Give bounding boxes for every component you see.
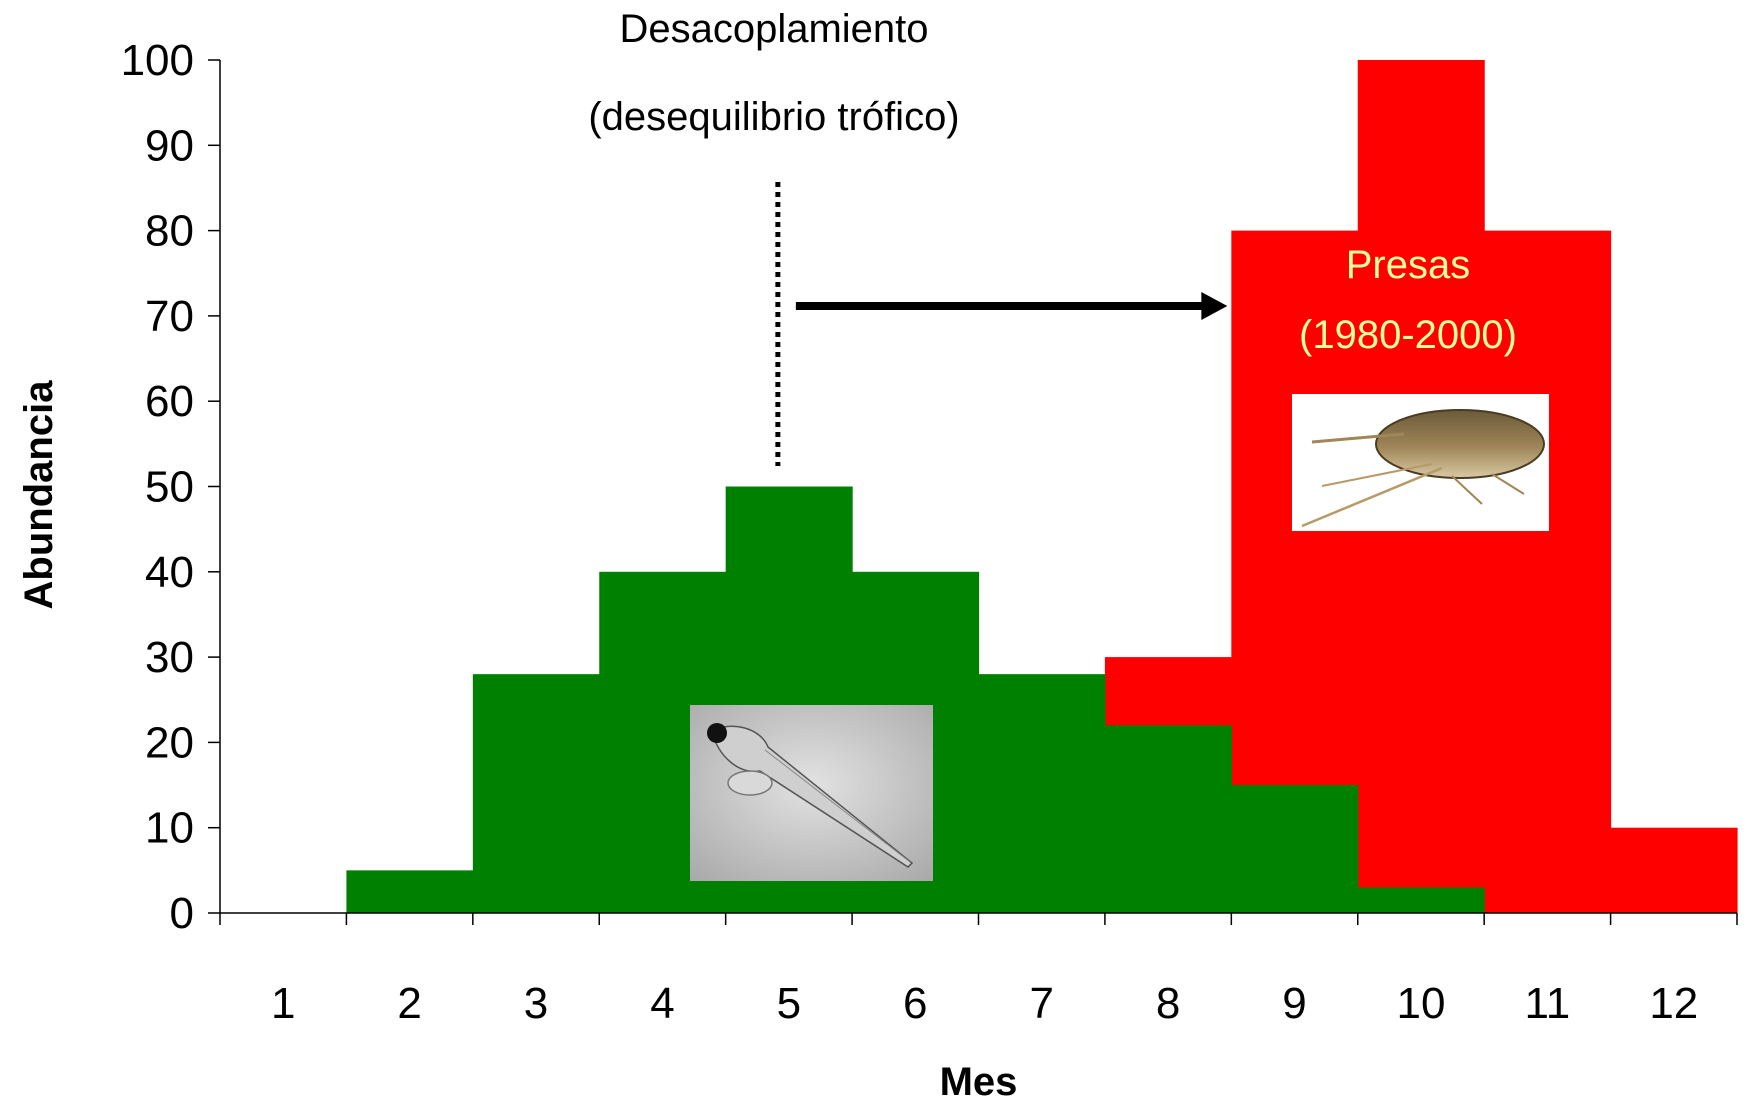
bar-series2-month-8	[1104, 725, 1232, 913]
decoupling-label-line2: (desequilibrio trófico)	[588, 95, 959, 139]
decoupling-label-line1: Desacoplamiento	[619, 7, 928, 51]
shift-arrow-head	[1201, 292, 1228, 320]
bar-series1-month-12	[1610, 827, 1738, 913]
x-axis-title: Mes	[940, 1060, 1018, 1104]
x-tick-label: 10	[1396, 979, 1445, 1028]
bar-series2-month-2	[346, 870, 474, 913]
copepod-photo	[1292, 394, 1549, 531]
prey-label-line1: Presas	[1346, 243, 1471, 287]
y-tick-label: 20	[145, 718, 194, 767]
y-tick-label: 30	[145, 633, 194, 682]
y-tick-label: 60	[145, 377, 194, 426]
y-tick-label: 70	[145, 292, 194, 341]
y-tick-label: 10	[145, 804, 194, 853]
y-tick-label: 100	[121, 36, 194, 85]
x-tick-label: 6	[903, 979, 927, 1028]
x-tick-label: 1	[271, 979, 295, 1028]
fish-larva-photo	[690, 705, 933, 881]
y-tick-label: 90	[145, 121, 194, 170]
annotations: Desacoplamiento (desequilibrio trófico) Pr…	[588, 7, 1517, 466]
x-tick-label: 11	[1525, 979, 1571, 1028]
prey-label-line2: (1980-2000)	[1299, 313, 1517, 357]
x-tick-label: 5	[777, 979, 801, 1028]
x-tick-label: 4	[650, 979, 674, 1028]
bar-series2-month-3	[472, 674, 600, 913]
bar-series2-month-7	[978, 674, 1106, 913]
y-tick-label: 80	[145, 207, 194, 256]
x-tick-label: 2	[397, 979, 421, 1028]
y-tick-label: 40	[145, 548, 194, 597]
bar-series1-month-11	[1484, 230, 1612, 914]
y-tick-label: 0	[170, 889, 194, 938]
x-tick-label: 8	[1156, 979, 1180, 1028]
y-axis-title: Abundancia	[17, 380, 61, 610]
bar-series2-month-10	[1357, 887, 1485, 913]
x-tick-label: 3	[524, 979, 548, 1028]
x-tick-label: 9	[1282, 979, 1306, 1028]
x-tick-label: 7	[1029, 979, 1053, 1028]
x-tick-label: 12	[1649, 979, 1698, 1028]
y-tick-label: 50	[145, 463, 194, 512]
bar-series2-month-9	[1231, 785, 1359, 913]
